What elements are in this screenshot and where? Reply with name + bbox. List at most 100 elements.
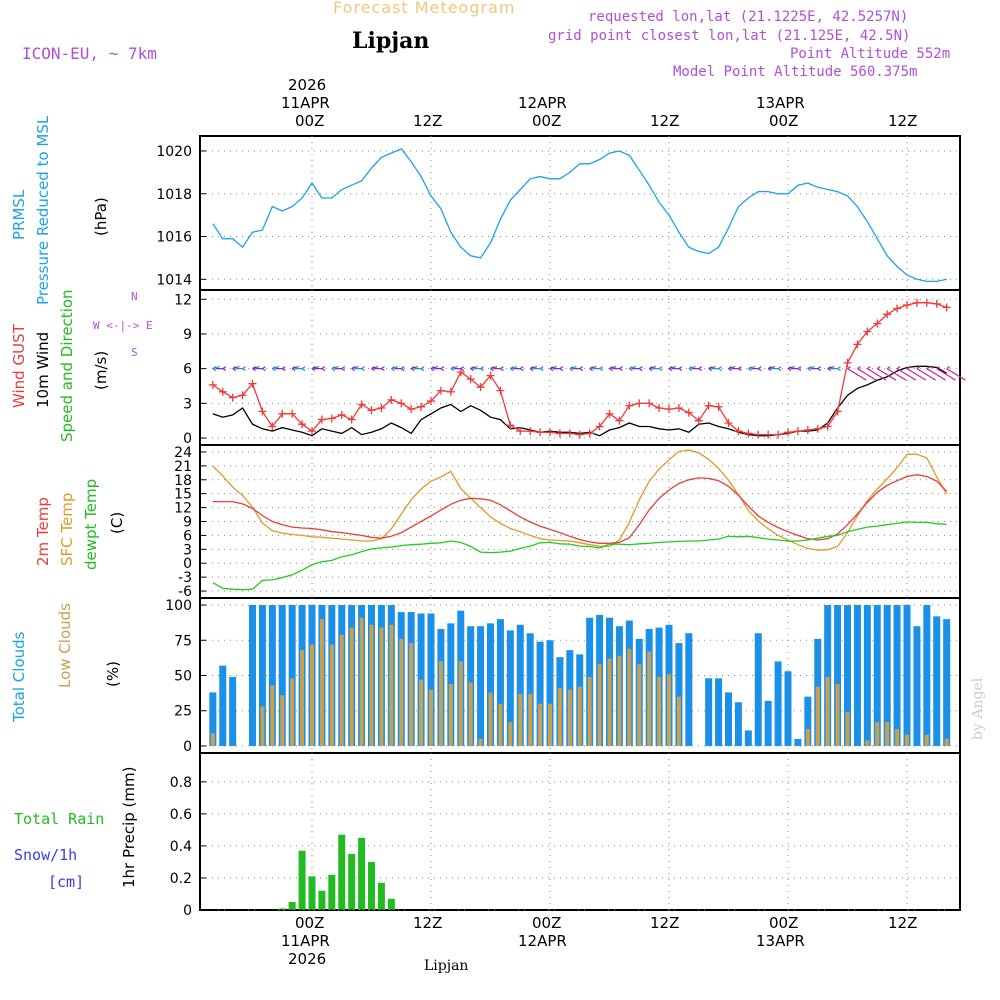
- gust-marker: [288, 409, 297, 418]
- gust-marker: [803, 425, 812, 434]
- gust-marker: [873, 319, 882, 328]
- low-cloud-bar: [657, 676, 662, 746]
- wind-direction-arrow: [830, 366, 841, 372]
- low-cloud-bar: [548, 703, 552, 746]
- ytick-label-p2: 0: [183, 431, 192, 447]
- ytick-label-p3: 18: [174, 473, 192, 489]
- wind-direction-arrow: [906, 366, 927, 381]
- wind-direction-arrow: [371, 366, 379, 372]
- rain-bar: [377, 882, 385, 910]
- wind-direction-arrow: [275, 366, 286, 372]
- bottom-time-label-1: 12Z: [413, 914, 443, 932]
- low-cloud-bar: [647, 651, 652, 746]
- total-cloud-bar: [258, 605, 266, 746]
- total-cloud-bar: [536, 641, 544, 746]
- gust-marker: [605, 409, 614, 418]
- gust-marker: [238, 391, 247, 400]
- total-cloud-bar: [675, 643, 683, 746]
- wind-direction-arrow: [790, 366, 802, 372]
- wind-direction-arrow: [807, 366, 815, 372]
- wind-direction-arrow: [473, 366, 484, 372]
- wind-direction-arrow: [410, 366, 419, 372]
- bottom-date-label-0: 11APR: [281, 932, 330, 950]
- top-time-label-5: 12Z: [888, 112, 918, 130]
- low-cloud-bar: [280, 695, 285, 746]
- total-cloud-bar: [506, 630, 514, 746]
- ytick-label-p1: 1014: [156, 272, 192, 288]
- wind-direction-arrow: [470, 366, 478, 372]
- gust-marker: [595, 422, 604, 431]
- rain-bar: [348, 853, 356, 910]
- wind-direction-arrow: [493, 366, 504, 372]
- low-cloud-bar: [637, 664, 642, 746]
- total-cloud-bar: [893, 605, 901, 746]
- wind-direction-arrow: [552, 366, 564, 372]
- low-cloud-bar: [260, 706, 265, 746]
- wind-direction-arrow: [235, 366, 246, 372]
- low-cloud-bar: [845, 712, 850, 746]
- wind-direction-arrow: [847, 366, 867, 381]
- wind-direction-arrow: [252, 366, 260, 372]
- ytick-label-p4: 75: [174, 633, 192, 649]
- wind-direction-arrow: [771, 366, 782, 372]
- wind-direction-arrow: [272, 366, 280, 372]
- compass-south: S: [131, 346, 138, 359]
- low-cloud-bar: [885, 722, 890, 746]
- gust-marker: [754, 430, 763, 439]
- total-cloud-bar: [288, 605, 296, 746]
- ytick-label-p1: 1020: [156, 144, 192, 160]
- total-cloud-bar: [249, 605, 256, 746]
- wind-direction-arrow: [926, 366, 946, 381]
- low-cloud-bar: [468, 682, 473, 746]
- low-cloud-bar: [498, 703, 503, 746]
- total-cloud-bar: [526, 633, 534, 746]
- rain-bar: [358, 837, 366, 910]
- wind-direction-arrow: [728, 366, 736, 372]
- ytick-label-p5: 0.4: [170, 839, 192, 855]
- gust-marker: [208, 380, 217, 389]
- gust-marker: [674, 403, 683, 412]
- wind-direction-arrow: [212, 366, 220, 372]
- low-cloud-bar: [667, 674, 671, 746]
- grid-point-coords: grid point closest lon,lat (21.125E, 42.…: [548, 28, 911, 44]
- gust-marker: [724, 419, 733, 428]
- total-cloud-bar: [487, 623, 494, 746]
- gust-marker: [764, 430, 773, 439]
- ytick-label-p3: 12: [174, 501, 192, 517]
- wind-direction-arrow: [529, 366, 538, 372]
- wind-direction-arrow: [311, 366, 319, 372]
- total-cloud-bar: [844, 605, 851, 746]
- compass-we: W <-|-> E: [93, 319, 153, 332]
- gust-marker: [555, 429, 564, 438]
- wind-direction-arrow: [827, 366, 835, 372]
- gust-marker: [833, 407, 842, 416]
- gust-marker: [436, 386, 445, 395]
- total-cloud-bar: [873, 605, 881, 746]
- gust-marker: [407, 405, 416, 414]
- gust-marker: [387, 395, 396, 404]
- low-cloud-bar: [518, 693, 523, 746]
- gust-marker: [615, 416, 624, 425]
- low-cloud-bar: [875, 722, 880, 746]
- wind-direction-arrow: [612, 366, 623, 372]
- ytick-label-p2: 3: [183, 396, 192, 412]
- total-cloud-bar: [943, 619, 951, 746]
- wind-direction-arrow: [490, 366, 498, 372]
- low-cloud-bar: [538, 703, 543, 746]
- footer-location: Lipjan: [424, 958, 469, 974]
- series-wind-10m: [212, 365, 948, 437]
- low-cloud-bar: [577, 686, 582, 746]
- series-2m-temp: [212, 474, 948, 544]
- low-cloud-bar: [399, 638, 404, 746]
- low-cloud-bar: [290, 678, 295, 746]
- gust-marker: [922, 298, 931, 307]
- gust-marker: [228, 393, 237, 402]
- total-cloud-bar: [804, 696, 812, 746]
- gust-marker: [635, 399, 644, 408]
- low-cloud-bar: [419, 679, 424, 746]
- wind-direction-arrow: [255, 366, 266, 372]
- ytick-label-p5: 0.8: [170, 775, 192, 791]
- rain-bar: [278, 908, 286, 910]
- low-cloud-bar: [557, 688, 562, 746]
- gust-marker: [625, 401, 634, 410]
